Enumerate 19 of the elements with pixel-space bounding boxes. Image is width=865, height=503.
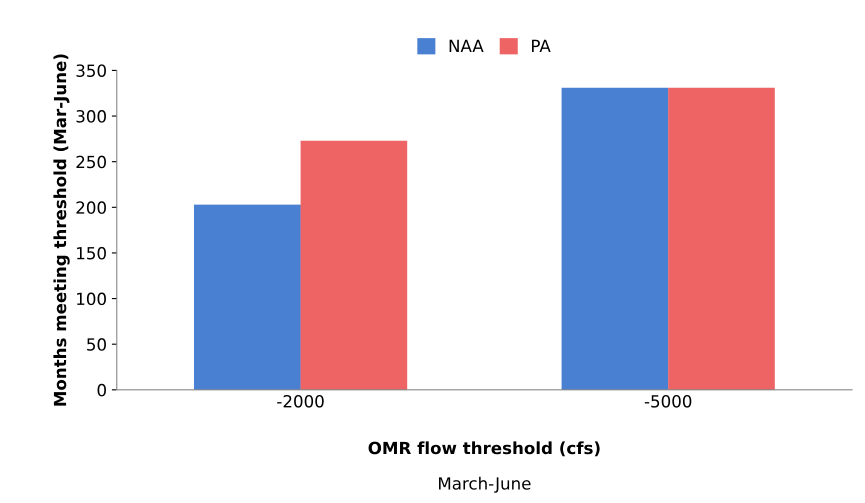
x-tick-label: -2000 [277, 394, 324, 408]
y-tick-label: 50 [87, 338, 106, 351]
y-axis-title: Months meeting threshold (Mar-June) [53, 54, 70, 406]
y-tick-label: 150 [77, 246, 106, 260]
legend-label: NAA [450, 40, 484, 52]
y-tick-label: 200 [76, 201, 106, 214]
bar [300, 140, 408, 390]
text: March-June [439, 476, 531, 493]
bar [194, 204, 301, 390]
bar [668, 88, 775, 390]
x-tick-label: -5000 [644, 394, 692, 408]
y-tick-label: 250 [76, 156, 106, 168]
y-tick-label: 300 [76, 110, 106, 123]
y-tick-label: 350 [76, 64, 106, 77]
x-axis-title: OMR flow threshold (cfs) [368, 441, 600, 456]
y-tick-label: 0 [98, 384, 106, 396]
y-tick-label: 100 [77, 292, 106, 306]
legend-label: PA [532, 40, 551, 52]
bar [562, 88, 668, 390]
